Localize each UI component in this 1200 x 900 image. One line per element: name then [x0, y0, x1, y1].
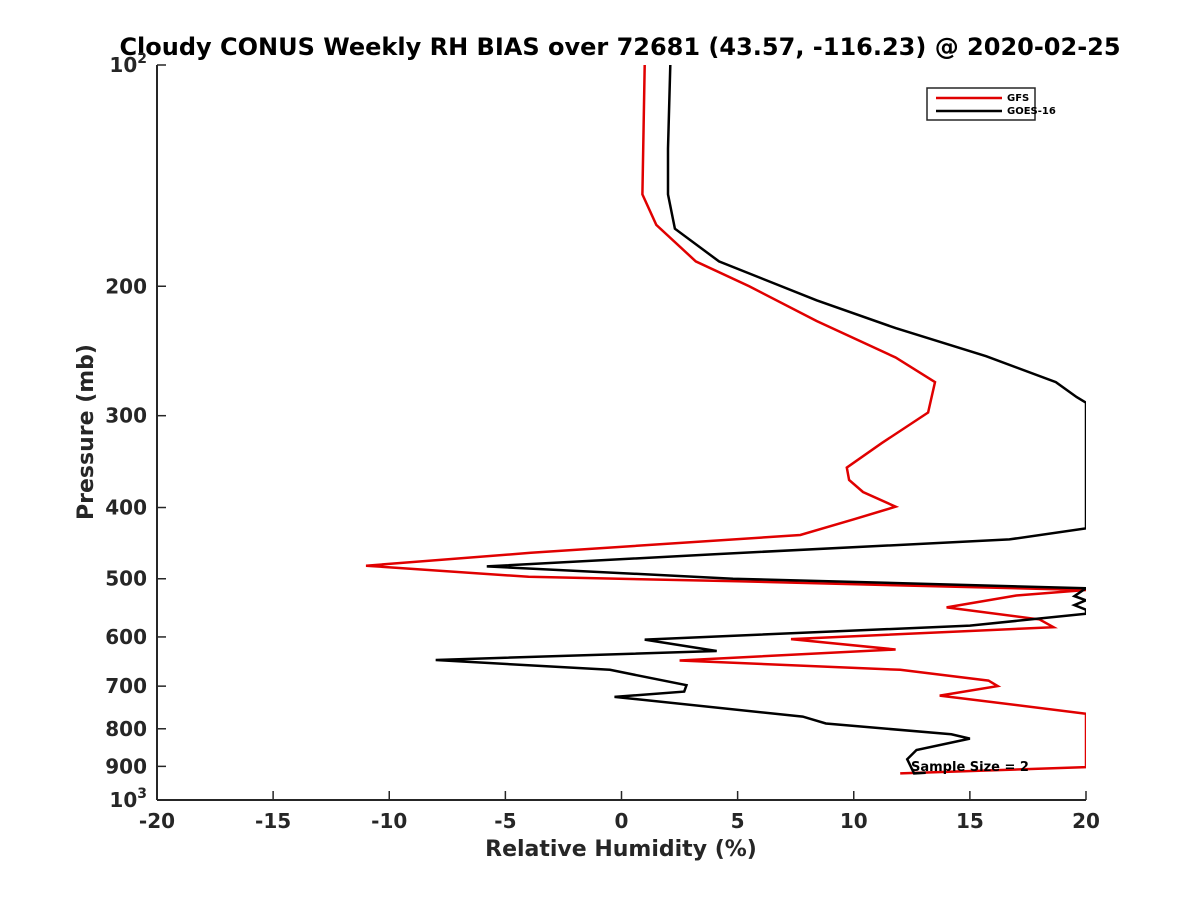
y-tick-label: 700: [105, 674, 147, 698]
y-tick-label: 400: [105, 496, 147, 520]
x-tick-label: 10: [840, 809, 868, 833]
y-tick-label: 300: [105, 404, 147, 428]
y-tick-label: 500: [105, 567, 147, 591]
legend: GFS GOES-16: [926, 87, 1056, 121]
x-tick-label: 15: [956, 809, 984, 833]
x-ticks: -20 -15 -10 -5 0 5 10 15 20: [139, 791, 1100, 833]
x-tick-label: -15: [255, 809, 291, 833]
legend-label-goes-16: GOES-16: [1007, 106, 1056, 117]
x-tick-label: 20: [1072, 809, 1100, 833]
x-tick-label: -20: [139, 809, 175, 833]
y-tick-label: 800: [105, 717, 147, 741]
x-tick-label: -10: [371, 809, 407, 833]
chart-title: Cloudy CONUS Weekly RH BIAS over 72681 (…: [119, 33, 1120, 61]
legend-box: [926, 87, 1036, 121]
y-tick-label: 200: [105, 274, 147, 298]
y-tick-label: 103: [109, 786, 147, 812]
x-axis-label: Relative Humidity (%): [485, 837, 757, 862]
x-tick-label: 0: [615, 809, 629, 833]
plot-area: -20 -15 -10 -5 0 5 10 15 20 102 200 300 400 500 600 70…: [105, 51, 1100, 833]
sample-size-annotation: Sample Size = 2: [911, 760, 1029, 775]
series-layer: [365, 65, 1086, 775]
series-line-gfs: [365, 65, 1086, 775]
y-tick-label: 900: [105, 754, 147, 778]
y-tick-label: 600: [105, 625, 147, 649]
series-line-goes-16: [435, 65, 1086, 775]
y-axis-label: Pressure (mb): [74, 344, 99, 520]
x-tick-label: 5: [731, 809, 745, 833]
x-tick-label: -5: [494, 809, 516, 833]
y-ticks: 102 200 300 400 500 600 700 800 900 103: [105, 51, 166, 812]
legend-label-gfs: GFS: [1007, 93, 1029, 104]
y-tick-label: 102: [109, 51, 147, 77]
